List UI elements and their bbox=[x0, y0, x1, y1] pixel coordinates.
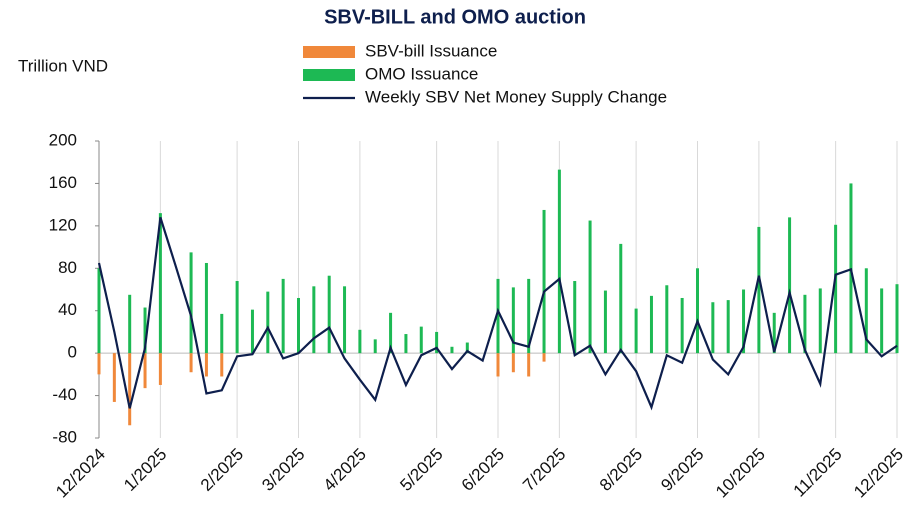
bar bbox=[204, 353, 208, 377]
bar bbox=[158, 213, 162, 354]
bar bbox=[128, 353, 132, 426]
legend-swatch bbox=[303, 46, 355, 58]
bar bbox=[788, 217, 792, 354]
bar bbox=[557, 169, 561, 354]
y-axis-label: Trillion VND bbox=[18, 56, 108, 75]
bar bbox=[619, 243, 623, 354]
bar bbox=[235, 281, 239, 354]
bar bbox=[895, 284, 899, 354]
bar bbox=[542, 209, 546, 354]
bar bbox=[112, 353, 116, 402]
y-tick-label: 120 bbox=[49, 215, 77, 234]
bar bbox=[496, 278, 500, 354]
legend-swatch bbox=[303, 69, 355, 81]
bar bbox=[527, 278, 531, 354]
bar bbox=[97, 268, 101, 354]
y-tick-label: -80 bbox=[52, 427, 77, 446]
chart-title: SBV-BILL and OMO auction bbox=[324, 6, 586, 28]
bar bbox=[772, 312, 776, 354]
bar bbox=[711, 302, 715, 354]
y-tick-label: 0 bbox=[68, 343, 77, 362]
y-tick-label: 200 bbox=[49, 130, 77, 149]
bar bbox=[435, 331, 439, 354]
bar bbox=[680, 297, 684, 354]
bar bbox=[880, 288, 884, 354]
x-tick-label: 2/2025 bbox=[197, 445, 247, 495]
bar bbox=[696, 268, 699, 354]
x-tick-label: 11/2025 bbox=[790, 445, 846, 501]
bar bbox=[665, 285, 669, 354]
bar bbox=[603, 290, 607, 354]
bar bbox=[220, 353, 224, 377]
bar bbox=[158, 353, 162, 385]
bar bbox=[742, 289, 746, 354]
bar bbox=[573, 281, 577, 354]
bar bbox=[588, 220, 592, 354]
bar bbox=[803, 294, 807, 354]
bar bbox=[757, 226, 761, 354]
legend-label: Weekly SBV Net Money Supply Change bbox=[365, 87, 667, 106]
x-tick-label: 5/2025 bbox=[396, 445, 446, 495]
x-tick-label: 12/2024 bbox=[52, 445, 109, 502]
bar bbox=[128, 294, 132, 354]
bar bbox=[143, 307, 147, 354]
bar bbox=[419, 326, 423, 354]
bar bbox=[634, 308, 638, 354]
x-tick-label: 10/2025 bbox=[712, 445, 769, 502]
bar bbox=[204, 262, 208, 354]
y-tick-label: 40 bbox=[58, 300, 77, 319]
bar bbox=[864, 268, 868, 354]
y-tick-label: 80 bbox=[58, 258, 77, 277]
line bbox=[97, 217, 898, 411]
bar bbox=[358, 329, 362, 354]
bar bbox=[726, 300, 730, 354]
bar bbox=[220, 313, 224, 354]
bar bbox=[373, 339, 377, 354]
bar bbox=[542, 353, 546, 362]
bar bbox=[818, 288, 822, 354]
bar bbox=[649, 295, 653, 354]
bar bbox=[250, 309, 254, 354]
bar bbox=[143, 353, 147, 389]
bar bbox=[404, 334, 408, 354]
x-tick-label: 4/2025 bbox=[320, 445, 370, 495]
x-tick-label: 6/2025 bbox=[458, 445, 508, 495]
bar bbox=[389, 312, 393, 354]
bar bbox=[312, 286, 316, 354]
legend-label: SBV-bill Issuance bbox=[365, 41, 497, 60]
x-tick-label: 12/2025 bbox=[850, 445, 907, 502]
bar bbox=[450, 346, 454, 354]
x-tick-label: 1/2025 bbox=[120, 445, 170, 495]
y-tick-label: 160 bbox=[49, 173, 77, 192]
bar bbox=[527, 353, 531, 377]
bar bbox=[97, 353, 101, 375]
bar bbox=[511, 353, 515, 373]
bar bbox=[465, 342, 469, 354]
bar bbox=[281, 278, 285, 354]
bar bbox=[511, 287, 515, 354]
bar bbox=[496, 353, 500, 377]
bar bbox=[266, 291, 270, 354]
y-tick-label: -40 bbox=[52, 385, 77, 404]
x-tick-label: 9/2025 bbox=[657, 445, 707, 495]
x-tick-label: 3/2025 bbox=[258, 445, 308, 495]
bar bbox=[327, 275, 331, 354]
bar bbox=[834, 224, 838, 354]
x-tick-label: 8/2025 bbox=[596, 445, 646, 495]
legend-label: OMO Issuance bbox=[365, 64, 478, 83]
bar bbox=[343, 286, 347, 354]
bar bbox=[189, 353, 193, 373]
x-tick-label: 7/2025 bbox=[519, 445, 569, 495]
bar bbox=[189, 252, 193, 354]
bar bbox=[297, 297, 300, 354]
